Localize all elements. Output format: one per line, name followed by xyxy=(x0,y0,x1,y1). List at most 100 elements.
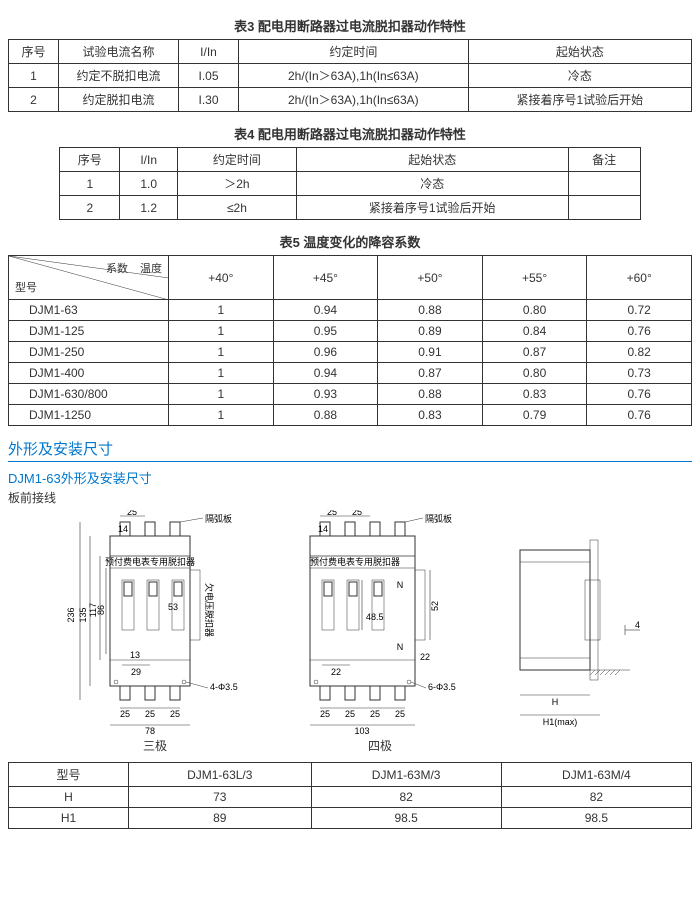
th: 起始状态 xyxy=(468,40,691,64)
th: 型号 xyxy=(9,763,129,787)
svg-text:14: 14 xyxy=(318,524,328,534)
td: 89 xyxy=(129,808,312,829)
val: 0.95 xyxy=(273,321,378,342)
val: 0.83 xyxy=(482,384,587,405)
td: 1.2 xyxy=(120,196,178,220)
val: 0.87 xyxy=(378,363,483,384)
th: 约定时间 xyxy=(178,148,297,172)
td: 82 xyxy=(311,787,501,808)
th: 序号 xyxy=(60,148,120,172)
val: 0.93 xyxy=(273,384,378,405)
svg-text:13: 13 xyxy=(130,650,140,660)
td: 82 xyxy=(501,787,691,808)
svg-text:29: 29 xyxy=(131,667,141,677)
td: 1 xyxy=(9,64,59,88)
val: 0.82 xyxy=(587,342,692,363)
section-h2: DJM1-63外形及安装尺寸 xyxy=(8,468,692,487)
svg-text:25: 25 xyxy=(127,510,137,517)
table3: 序号 试验电流名称 I/In 约定时间 起始状态 1 约定不脱扣电流 I.05 … xyxy=(8,39,692,112)
th: I/In xyxy=(120,148,178,172)
val: 0.72 xyxy=(587,300,692,321)
diag-header: 系数 温度 型号 xyxy=(9,256,169,300)
val: 0.96 xyxy=(273,342,378,363)
th: +55° xyxy=(482,256,587,300)
td: ＞2h xyxy=(178,172,297,196)
model: DJM1-125 xyxy=(9,321,169,342)
th: 约定时间 xyxy=(239,40,469,64)
diagram-3pole: 预付费电表专用脱扣器 欠电压脱扣器 236 135 117 86 25 14 隔… xyxy=(50,510,260,735)
svg-text:6-Φ3.5: 6-Φ3.5 xyxy=(428,682,456,692)
val: 0.73 xyxy=(587,363,692,384)
td: 约定不脱扣电流 xyxy=(59,64,179,88)
th: 试验电流名称 xyxy=(59,40,179,64)
val: 1 xyxy=(169,405,274,426)
svg-text:52: 52 xyxy=(430,601,440,611)
td: I.05 xyxy=(179,64,239,88)
diag-l3: 型号 xyxy=(15,279,37,295)
val: 0.76 xyxy=(587,405,692,426)
svg-text:25: 25 xyxy=(345,709,355,719)
val: 0.87 xyxy=(482,342,587,363)
val: 0.79 xyxy=(482,405,587,426)
diagrams: 预付费电表专用脱扣器 欠电压脱扣器 236 135 117 86 25 14 隔… xyxy=(8,510,692,754)
val: 1 xyxy=(169,300,274,321)
val: 0.76 xyxy=(587,384,692,405)
cap-4pole: 四极 xyxy=(368,737,392,754)
model: DJM1-63 xyxy=(9,300,169,321)
td xyxy=(568,196,640,220)
val: 0.80 xyxy=(482,363,587,384)
val: 1 xyxy=(169,384,274,405)
model: DJM1-1250 xyxy=(9,405,169,426)
svg-text:4-Φ3.5: 4-Φ3.5 xyxy=(210,682,238,692)
val: 1 xyxy=(169,363,274,384)
svg-text:48.5: 48.5 xyxy=(366,612,384,622)
svg-text:135: 135 xyxy=(78,607,88,622)
model: DJM1-630/800 xyxy=(9,384,169,405)
diag-l1: 系数 xyxy=(106,260,128,276)
val: 0.89 xyxy=(378,321,483,342)
svg-text:25: 25 xyxy=(145,709,155,719)
th: +40° xyxy=(169,256,274,300)
td: H1 xyxy=(9,808,129,829)
td: 2h/(In＞63A),1h(In≤63A) xyxy=(239,88,469,112)
svg-text:25: 25 xyxy=(370,709,380,719)
section-h3: 板前接线 xyxy=(8,489,692,506)
td: 冷态 xyxy=(468,64,691,88)
svg-text:25: 25 xyxy=(170,709,180,719)
td xyxy=(568,172,640,196)
th: I/In xyxy=(179,40,239,64)
td: 约定脱扣电流 xyxy=(59,88,179,112)
svg-text:25: 25 xyxy=(320,709,330,719)
val: 0.88 xyxy=(378,384,483,405)
val: 0.91 xyxy=(378,342,483,363)
svg-text:53: 53 xyxy=(168,602,178,612)
svg-text:25: 25 xyxy=(120,709,130,719)
val: 0.76 xyxy=(587,321,692,342)
td: 2 xyxy=(60,196,120,220)
divider xyxy=(8,461,692,462)
th: DJM1-63M/4 xyxy=(501,763,691,787)
td: 1.0 xyxy=(120,172,178,196)
td: I.30 xyxy=(179,88,239,112)
svg-text:236: 236 xyxy=(66,607,76,622)
val: 0.94 xyxy=(273,363,378,384)
th: 备注 xyxy=(568,148,640,172)
td: 紧接着序号1试验后开始 xyxy=(468,88,691,112)
td: 98.5 xyxy=(311,808,501,829)
td: 2h/(In＞63A),1h(In≤63A) xyxy=(239,64,469,88)
svg-text:N: N xyxy=(397,580,404,590)
svg-text:25: 25 xyxy=(395,709,405,719)
svg-text:22: 22 xyxy=(331,667,341,677)
td: H xyxy=(9,787,129,808)
diagram-side: 4 H H1(max) xyxy=(500,510,650,735)
svg-text:N: N xyxy=(397,642,404,652)
svg-text:隔弧板: 隔弧板 xyxy=(425,513,452,524)
td: 2 xyxy=(9,88,59,112)
th: +45° xyxy=(273,256,378,300)
section-h1: 外形及安装尺寸 xyxy=(8,438,692,459)
th: +50° xyxy=(378,256,483,300)
table5: 系数 温度 型号 +40° +45° +50° +55° +60° DJM1-6… xyxy=(8,255,692,426)
th: DJM1-63L/3 xyxy=(129,763,312,787)
svg-text:86: 86 xyxy=(96,605,106,615)
th: +60° xyxy=(587,256,692,300)
